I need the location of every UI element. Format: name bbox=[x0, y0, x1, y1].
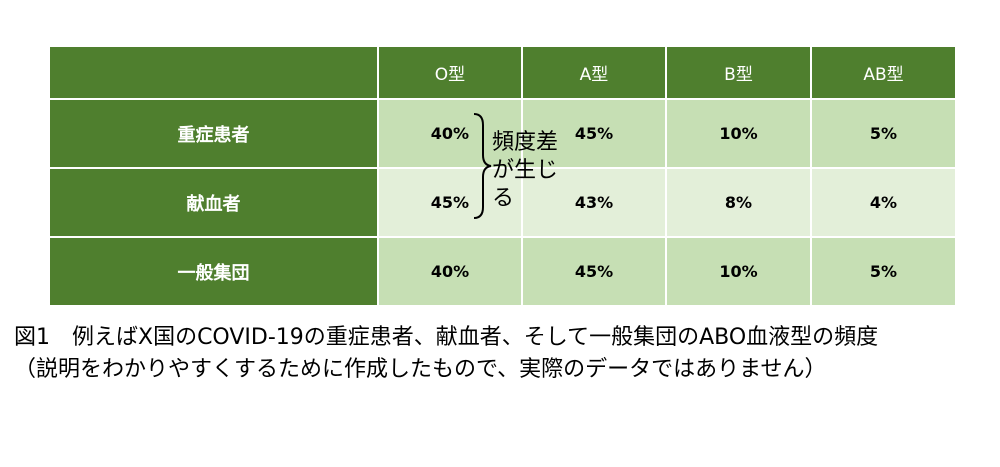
cell-donor-a: 43% bbox=[521, 167, 667, 238]
header-a: A型 bbox=[521, 45, 667, 100]
cell-severe-ab: 5% bbox=[810, 98, 957, 169]
cell-donor-b: 8% bbox=[665, 167, 812, 238]
cell-general-ab: 5% bbox=[810, 236, 957, 307]
row-label-donor: 献血者 bbox=[48, 167, 379, 238]
table-row: 一般集団 40% 45% 10% 5% bbox=[48, 236, 957, 307]
table-header-row: O型 A型 B型 AB型 bbox=[48, 45, 957, 100]
cell-severe-b: 10% bbox=[665, 98, 812, 169]
table-row: 献血者 45% 43% 8% 4% bbox=[48, 167, 957, 238]
cell-general-o: 40% bbox=[377, 236, 523, 307]
cell-general-b: 10% bbox=[665, 236, 812, 307]
cell-donor-o: 45% bbox=[377, 167, 523, 238]
table-row: 重症患者 40% 45% 10% 5% bbox=[48, 98, 957, 169]
row-label-general: 一般集団 bbox=[48, 236, 379, 307]
blood-type-table: O型 A型 B型 AB型 重症患者 40% 45% 10% 5% 献血者 45%… bbox=[48, 45, 957, 307]
cell-severe-o: 40% bbox=[377, 98, 523, 169]
caption-line-1: 図1 例えばX国のCOVID-19の重症患者、献血者、そして一般集団のABO血液… bbox=[14, 325, 879, 350]
caption-line-2: （説明をわかりやすくするために作成したもので、実際のデータではありません） bbox=[14, 357, 827, 382]
header-ab: AB型 bbox=[810, 45, 957, 100]
right-brace-icon bbox=[473, 113, 492, 219]
cell-severe-a: 45% bbox=[521, 98, 667, 169]
cell-general-a: 45% bbox=[521, 236, 667, 307]
header-o: O型 bbox=[377, 45, 523, 100]
row-label-severe: 重症患者 bbox=[48, 98, 379, 169]
header-corner bbox=[48, 45, 379, 100]
cell-donor-ab: 4% bbox=[810, 167, 957, 238]
figure-caption: 図1 例えばX国のCOVID-19の重症患者、献血者、そして一般集団のABO血液… bbox=[14, 322, 994, 386]
annotation-text: 頻度差が生じる bbox=[492, 130, 559, 211]
header-b: B型 bbox=[665, 45, 812, 100]
frequency-difference-annotation: 頻度差が生じる bbox=[470, 111, 570, 221]
